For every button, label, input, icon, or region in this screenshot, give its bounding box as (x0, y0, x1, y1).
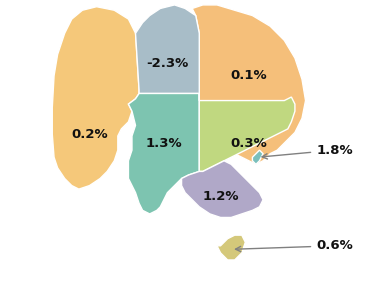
Polygon shape (128, 94, 199, 214)
Polygon shape (253, 150, 263, 164)
Polygon shape (199, 94, 295, 171)
Text: -2.3%: -2.3% (146, 57, 189, 70)
Polygon shape (135, 5, 199, 94)
Polygon shape (217, 235, 245, 260)
Polygon shape (192, 5, 305, 164)
Text: 1.8%: 1.8% (262, 144, 353, 159)
Text: 1.2%: 1.2% (202, 190, 239, 203)
Text: 0.6%: 0.6% (235, 239, 353, 252)
Polygon shape (182, 161, 263, 217)
Text: 0.3%: 0.3% (231, 137, 267, 150)
Polygon shape (52, 7, 139, 189)
Text: 0.1%: 0.1% (231, 69, 267, 82)
Text: 0.2%: 0.2% (71, 128, 108, 141)
Text: 1.3%: 1.3% (145, 137, 182, 150)
